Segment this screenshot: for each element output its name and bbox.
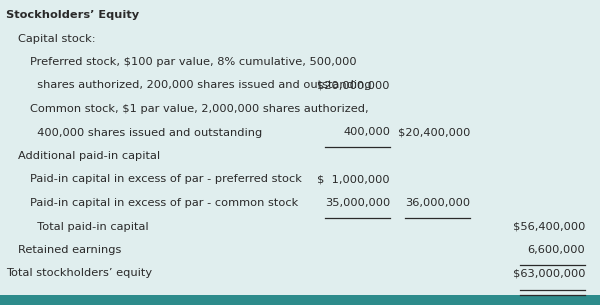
Text: 35,000,000: 35,000,000 (325, 198, 390, 208)
Text: Total paid-in capital: Total paid-in capital (30, 221, 149, 231)
Text: 6,600,000: 6,600,000 (527, 245, 585, 255)
Text: Total stockholders’ equity: Total stockholders’ equity (6, 268, 152, 278)
Text: Additional paid-in capital: Additional paid-in capital (18, 151, 160, 161)
Text: Preferred stock, $100 par value, 8% cumulative, 500,000: Preferred stock, $100 par value, 8% cumu… (30, 57, 356, 67)
Text: $63,000,000: $63,000,000 (512, 268, 585, 278)
Text: 400,000 shares issued and outstanding: 400,000 shares issued and outstanding (30, 127, 262, 138)
Text: $20,000,000: $20,000,000 (317, 81, 390, 91)
Text: $  1,000,000: $ 1,000,000 (317, 174, 390, 185)
Text: Stockholders’ Equity: Stockholders’ Equity (6, 10, 139, 20)
Text: Paid-in capital in excess of par - preferred stock: Paid-in capital in excess of par - prefe… (30, 174, 302, 185)
Text: Retained earnings: Retained earnings (18, 245, 121, 255)
Text: 400,000: 400,000 (343, 127, 390, 138)
Text: Common stock, $1 par value, 2,000,000 shares authorized,: Common stock, $1 par value, 2,000,000 sh… (30, 104, 368, 114)
Text: Paid-in capital in excess of par - common stock: Paid-in capital in excess of par - commo… (30, 198, 298, 208)
Text: $56,400,000: $56,400,000 (512, 221, 585, 231)
Text: Capital stock:: Capital stock: (18, 34, 95, 44)
Text: shares authorized, 200,000 shares issued and outstanding: shares authorized, 200,000 shares issued… (30, 81, 371, 91)
Text: $20,400,000: $20,400,000 (398, 127, 470, 138)
Text: 36,000,000: 36,000,000 (405, 198, 470, 208)
FancyBboxPatch shape (0, 295, 600, 305)
